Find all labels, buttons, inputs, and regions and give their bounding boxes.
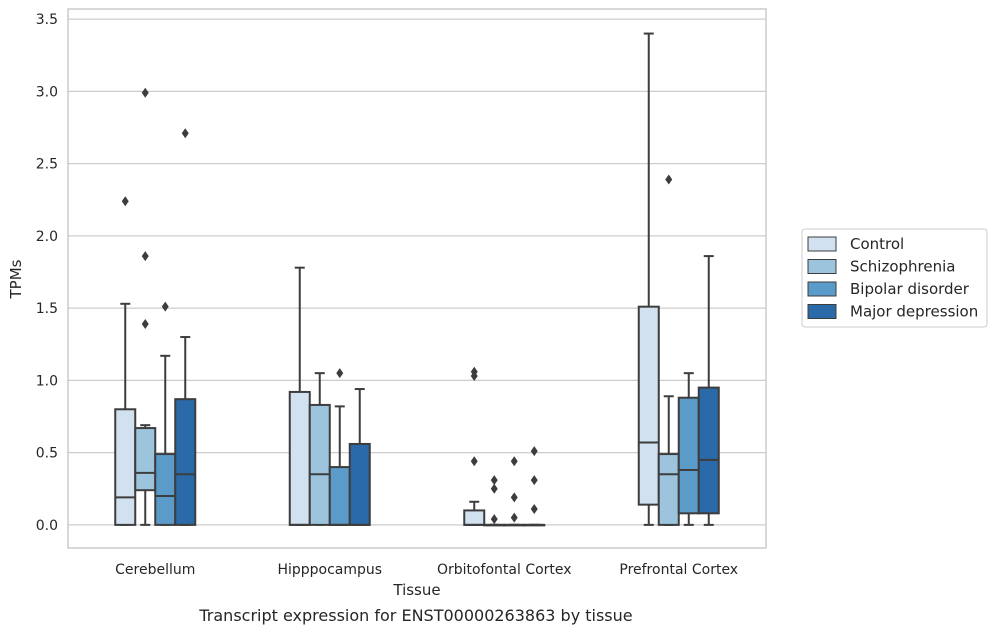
y-tick-label: 3.0: [36, 84, 58, 100]
outlier-point: [530, 503, 538, 514]
y-tick-label: 2.0: [36, 229, 58, 245]
legend-swatch: [807, 236, 837, 252]
outlier-point: [510, 512, 518, 523]
box-body: [697, 386, 720, 515]
box-3-3: [503, 456, 526, 527]
box-2-2: [308, 372, 331, 526]
y-tick-label: 0.5: [36, 446, 58, 462]
box-body: [308, 403, 331, 526]
figure-caption: Transcript expression for ENST0000026386…: [199, 606, 633, 625]
outlier-point: [530, 446, 538, 457]
outlier-point: [141, 319, 149, 330]
legend-swatch: [807, 304, 837, 319]
outlier-point: [336, 368, 344, 379]
y-tick-label: 1.5: [36, 301, 58, 317]
plot-frame: [67, 8, 767, 549]
outlier-point: [161, 301, 169, 312]
box-1-2: [134, 87, 157, 526]
outlier-point: [141, 251, 149, 262]
box-3-2: [483, 475, 506, 527]
box-4-1: [637, 32, 660, 526]
box-body: [134, 427, 157, 492]
box-2-3: [328, 368, 351, 526]
legend-item: Bipolar disorder: [850, 280, 970, 298]
x-tick-label: Prefrontal Cortex: [619, 562, 738, 578]
outlier-point: [510, 492, 518, 503]
x-axis-label: Tissue: [392, 581, 440, 599]
x-tick-label: Hipppocampus: [277, 562, 382, 578]
box-body: [174, 398, 197, 526]
box-groups: [114, 32, 720, 527]
y-tick-label: 3.5: [36, 12, 58, 28]
box-1-1: [114, 196, 137, 526]
outlier-point: [510, 456, 518, 467]
box-body: [657, 453, 680, 526]
grid-lines: [68, 18, 766, 526]
box-1-3: [154, 301, 177, 526]
outlier-point: [121, 196, 129, 207]
x-tick-label: Orbitofontal Cortex: [437, 562, 572, 578]
y-axis-ticks: 0.0 0.5 1.0 1.5 2.0 2.5 3.0 3.5: [36, 12, 58, 534]
x-axis-ticks: Cerebellum Hipppocampus Orbitofontal Corte…: [115, 562, 738, 578]
box-body: [348, 442, 371, 526]
box-body: [637, 305, 660, 506]
legend-item: Control: [850, 235, 904, 253]
box-1-4: [174, 128, 197, 526]
y-tick-label: 0.0: [36, 518, 58, 534]
outlier-point: [665, 174, 673, 185]
y-axis-label: TPMs: [7, 259, 25, 299]
outlier-point: [490, 475, 498, 486]
legend: Control Schizophrenia Bipolar disorder Majo…: [801, 228, 988, 328]
box-2-1: [288, 266, 311, 526]
box-body: [463, 509, 486, 526]
box-4-2: [657, 174, 680, 526]
x-tick-label: Cerebellum: [115, 562, 195, 578]
box-2-4: [348, 388, 371, 526]
outlier-point: [141, 87, 149, 98]
outlier-point: [530, 475, 538, 486]
box-body: [677, 396, 700, 515]
box-body: [328, 466, 351, 526]
y-tick-label: 2.5: [36, 157, 58, 173]
box-3-1: [463, 366, 486, 526]
outlier-point: [181, 128, 189, 139]
outlier-point: [490, 514, 498, 525]
box-3-4: [523, 446, 546, 527]
box-body: [154, 453, 177, 526]
outlier-point: [490, 483, 498, 494]
box-body: [114, 408, 137, 526]
legend-item: Schizophrenia: [850, 258, 955, 276]
box-4-4: [697, 255, 720, 526]
legend-swatch: [807, 281, 837, 297]
legend-frame: [801, 228, 988, 328]
legend-item: Major depression: [850, 303, 978, 321]
box-4-3: [677, 372, 700, 526]
outlier-point: [470, 366, 478, 377]
box-body: [288, 390, 311, 526]
outlier-point: [470, 456, 478, 467]
legend-swatch: [807, 259, 837, 274]
y-tick-label: 1.0: [36, 373, 58, 389]
